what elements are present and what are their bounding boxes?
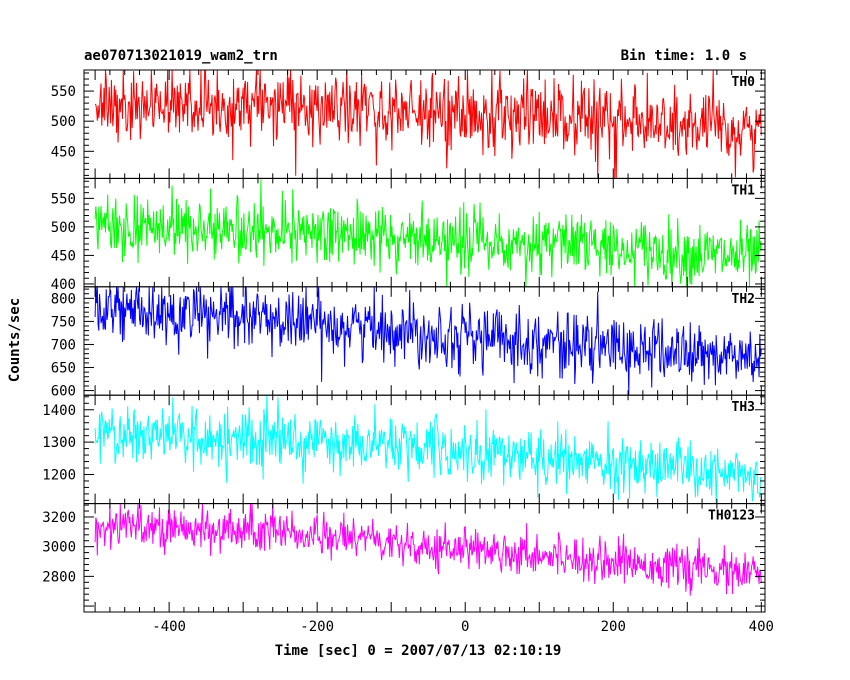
y-tick-label: 500	[51, 220, 76, 236]
y-tick-label: 600	[51, 384, 76, 400]
panel-label-th0123: TH0123	[708, 509, 755, 524]
series-line-th0123	[94, 503, 762, 596]
panel-th2: 600 650 700 750 800 TH2	[51, 286, 766, 400]
series-line-th2	[94, 286, 762, 396]
y-axis-label: Counts/sec	[7, 298, 23, 382]
bin-time-label: Bin time: 1.0 s	[621, 48, 747, 64]
x-axis-label: Time [sec] 0 = 2007/07/13 02:10:19	[275, 643, 562, 659]
panel-label-th0: TH0	[732, 75, 756, 90]
y-tick-label: 3200	[42, 510, 76, 526]
y-tick-label: 700	[51, 337, 76, 353]
y-tick-label: 1400	[42, 403, 76, 419]
panel-frame-th0	[83, 69, 766, 179]
series-line-th0	[94, 69, 762, 179]
x-tick-label: 0	[461, 619, 469, 635]
x-tick-label: 200	[601, 619, 626, 635]
y-tick-label: 550	[51, 84, 76, 100]
x-tick-label: 400	[749, 619, 774, 635]
y-tick-label: 1200	[42, 467, 76, 483]
y-tick-label: 500	[51, 114, 76, 130]
series-line-th3	[94, 395, 762, 504]
y-tick-label: 400	[51, 277, 76, 293]
panel-th3: 1200 1300 1400 TH3	[42, 394, 766, 505]
x-tick-label: -200	[300, 619, 334, 635]
panel-frame-th0123	[83, 503, 766, 613]
y-tick-label: 800	[51, 291, 76, 307]
y-tick-label: 2800	[42, 569, 76, 585]
chart-title: ae070713021019_wam2_trn	[84, 48, 278, 64]
panel-th1: 400 450 500 550 TH1	[51, 177, 766, 293]
panel-th0123: 2800 3000 3200 TH0123	[42, 503, 766, 613]
y-tick-label: 650	[51, 361, 76, 377]
panel-frame-th1	[83, 177, 766, 288]
y-tick-label: 450	[51, 144, 76, 160]
panel-label-th3: TH3	[732, 400, 755, 415]
x-tick-label: -400	[152, 619, 186, 635]
panel-label-th1: TH1	[732, 183, 756, 198]
series-line-th1	[94, 179, 762, 287]
y-tick-label: 450	[51, 248, 76, 264]
panel-th0: 450 500 550 TH0	[51, 69, 766, 179]
panel-label-th2: TH2	[732, 292, 755, 307]
panels-group: 450 500 550 TH0 400 450 500 550 TH1 600 650 700 750 8…	[42, 69, 774, 635]
y-tick-label: 550	[51, 191, 76, 207]
y-tick-label: 3000	[42, 540, 76, 556]
y-tick-label: 750	[51, 314, 76, 330]
y-tick-label: 1300	[42, 435, 76, 451]
